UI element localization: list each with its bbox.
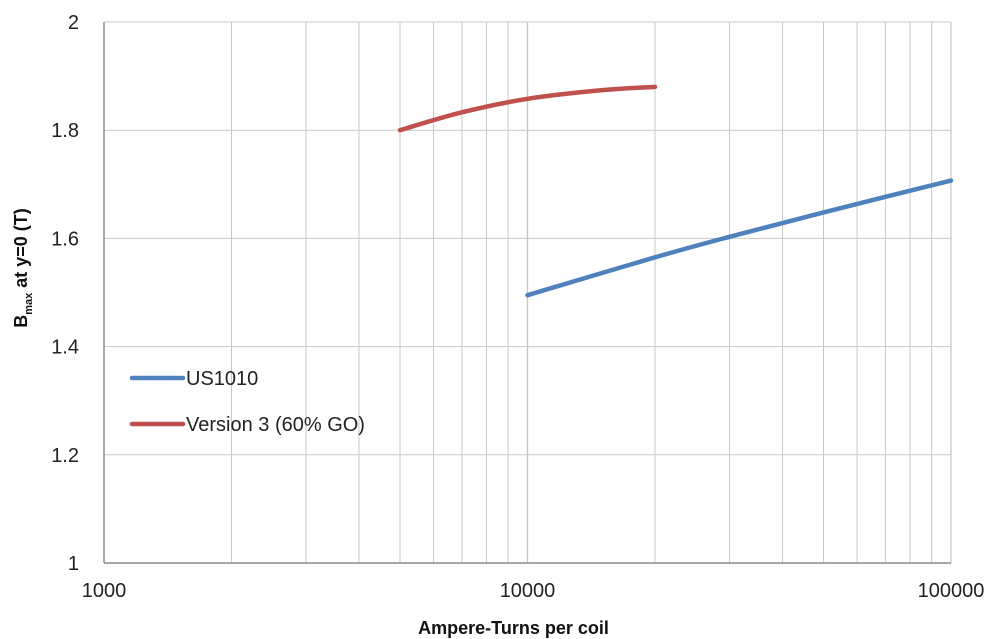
y-tick-label: 1.8: [51, 120, 79, 142]
x-tick-label: 1000: [82, 580, 127, 602]
y-tick-labels: 1 1.2 1.4 1.6 1.8 2: [51, 12, 79, 575]
y-tick-label: 1.6: [51, 228, 79, 250]
legend-label-1: US1010: [186, 368, 258, 390]
y-axis-title-rest: at y=0 (T): [11, 208, 31, 293]
series-line-2: [397, 84, 658, 133]
x-tick-label: 100000: [918, 580, 985, 602]
y-axis-title-base: B: [11, 315, 31, 328]
legend: US1010 Version 3 (60% GO): [129, 368, 365, 436]
y-tick-label: 1.4: [51, 337, 79, 359]
y-tick-label: 2: [68, 12, 79, 34]
x-axis-title: Ampere-Turns per coil: [418, 618, 609, 638]
y-tick-label: 1: [68, 553, 79, 575]
x-tick-label: 10000: [500, 580, 556, 602]
gridlines: [103, 21, 952, 564]
y-tick-label: 1.2: [51, 445, 79, 467]
legend-label-2: Version 3 (60% GO): [186, 414, 365, 436]
series-lines: [397, 84, 954, 298]
axis-lines: [103, 22, 951, 564]
series-line-1: [525, 178, 954, 298]
y-axis-title-subscript: max: [23, 292, 35, 315]
x-tick-labels: 1000 10000 100000: [82, 580, 985, 602]
y-axis-title: Bmax at y=0 (T): [11, 208, 35, 328]
